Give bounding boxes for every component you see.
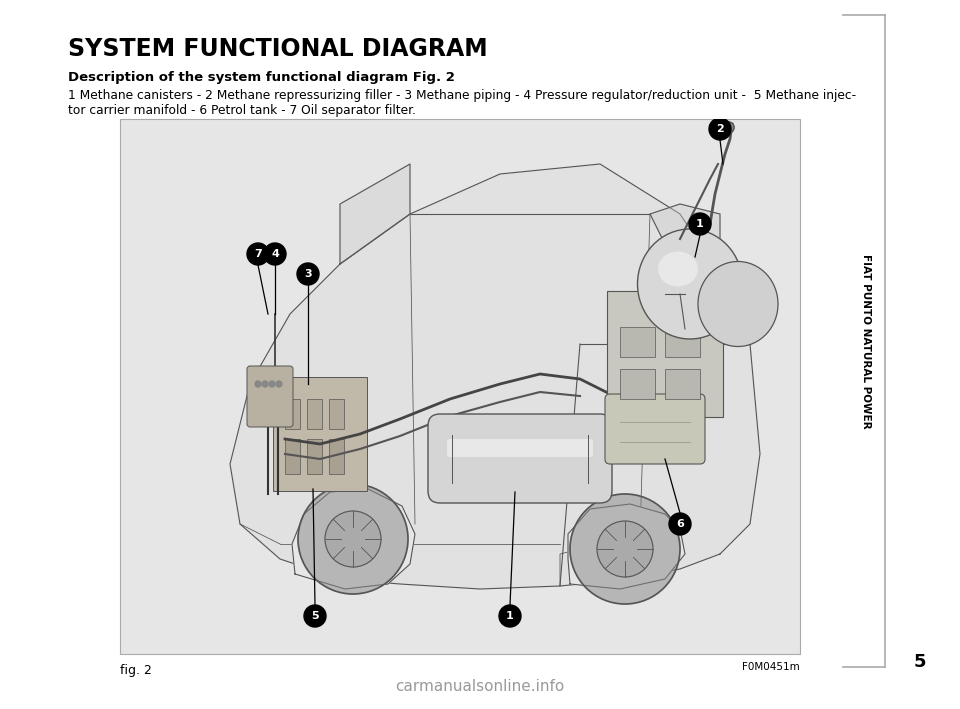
Circle shape <box>499 605 521 627</box>
Circle shape <box>325 511 381 567</box>
Text: 3: 3 <box>304 269 312 279</box>
Bar <box>307 399 322 429</box>
Circle shape <box>262 381 268 387</box>
Text: carmanualsonline.info: carmanualsonline.info <box>396 679 564 694</box>
Bar <box>329 439 344 474</box>
Circle shape <box>709 118 731 140</box>
Text: 2: 2 <box>716 124 724 134</box>
Bar <box>329 399 344 429</box>
Text: FIAT PUNTO NATURAL POWER: FIAT PUNTO NATURAL POWER <box>861 254 871 428</box>
Circle shape <box>255 381 261 387</box>
Polygon shape <box>568 504 685 589</box>
Circle shape <box>247 243 269 265</box>
Bar <box>620 369 655 399</box>
Bar <box>120 119 800 654</box>
Circle shape <box>297 263 319 285</box>
Text: 1: 1 <box>696 219 704 229</box>
Text: 5: 5 <box>311 611 319 621</box>
Polygon shape <box>292 489 415 589</box>
Text: 1 Methane canisters - 2 Methane repressurizing filler - 3 Methane piping - 4 Pre: 1 Methane canisters - 2 Methane repressu… <box>68 89 856 102</box>
FancyBboxPatch shape <box>428 414 612 503</box>
Polygon shape <box>340 164 410 264</box>
FancyBboxPatch shape <box>247 366 293 427</box>
Ellipse shape <box>658 252 698 286</box>
FancyBboxPatch shape <box>607 291 723 417</box>
Circle shape <box>298 484 408 594</box>
Text: 7: 7 <box>254 249 262 259</box>
Circle shape <box>570 494 680 604</box>
Bar <box>620 327 655 357</box>
Circle shape <box>264 243 286 265</box>
Circle shape <box>269 381 275 387</box>
Circle shape <box>597 521 653 577</box>
Text: Description of the system functional diagram Fig. 2: Description of the system functional dia… <box>68 71 455 84</box>
Bar <box>285 439 300 474</box>
Text: 1: 1 <box>506 611 514 621</box>
Circle shape <box>689 213 711 235</box>
Bar <box>665 369 700 399</box>
Circle shape <box>276 381 282 387</box>
Ellipse shape <box>637 229 742 339</box>
FancyBboxPatch shape <box>273 377 367 491</box>
Circle shape <box>304 605 326 627</box>
Ellipse shape <box>698 262 778 347</box>
FancyBboxPatch shape <box>447 439 593 457</box>
Bar <box>285 399 300 429</box>
FancyBboxPatch shape <box>605 394 705 464</box>
Polygon shape <box>230 164 760 589</box>
Text: F0M0451m: F0M0451m <box>742 662 800 672</box>
Text: 6: 6 <box>676 519 684 529</box>
Bar <box>307 439 322 474</box>
Polygon shape <box>650 204 720 274</box>
Text: 4: 4 <box>271 249 279 259</box>
Text: fig. 2: fig. 2 <box>120 664 152 677</box>
Text: 5: 5 <box>914 653 926 671</box>
Circle shape <box>669 513 691 535</box>
Text: SYSTEM FUNCTIONAL DIAGRAM: SYSTEM FUNCTIONAL DIAGRAM <box>68 37 488 61</box>
Text: tor carrier manifold - 6 Petrol tank - 7 Oil separator filter.: tor carrier manifold - 6 Petrol tank - 7… <box>68 104 416 117</box>
Bar <box>665 327 700 357</box>
